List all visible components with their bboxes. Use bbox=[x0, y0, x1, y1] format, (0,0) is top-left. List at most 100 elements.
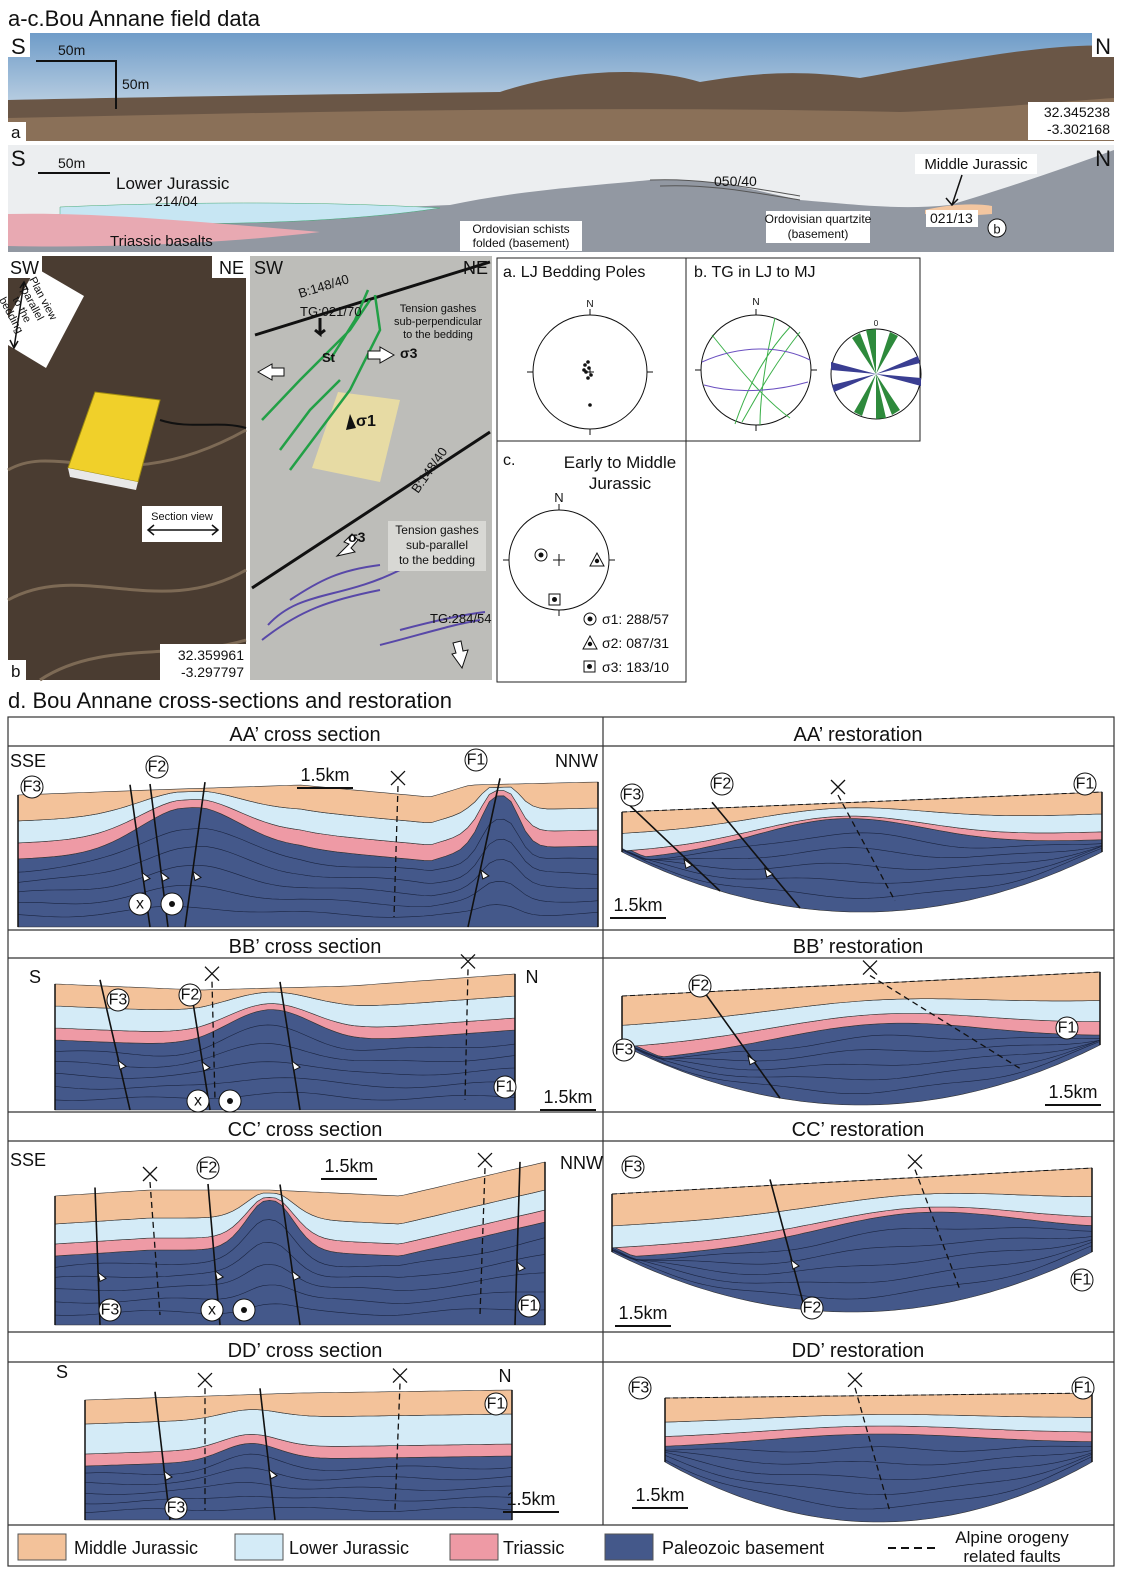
label: F3 bbox=[623, 787, 642, 804]
label: x bbox=[208, 1302, 216, 1319]
label: 50m bbox=[122, 76, 149, 92]
label: SW bbox=[10, 258, 39, 278]
label-line: Alpine orogeny bbox=[955, 1528, 1069, 1547]
legend-label: Lower Jurassic bbox=[289, 1538, 409, 1558]
panel-title: DD’ restoration bbox=[792, 1340, 925, 1362]
label-line: Tension gashes bbox=[400, 303, 477, 315]
label: F3 bbox=[167, 1500, 186, 1517]
label-line: Tension gashes bbox=[395, 523, 478, 537]
label-line: -3.302168 bbox=[1047, 121, 1110, 137]
label: S bbox=[11, 146, 26, 171]
label: St bbox=[322, 350, 336, 365]
label: Lower Jurassic bbox=[116, 174, 230, 193]
label: σ3 bbox=[348, 529, 366, 545]
label: F1 bbox=[1058, 1020, 1077, 1037]
label: F1 bbox=[467, 752, 486, 769]
label-line: Ordovisian schists bbox=[472, 222, 569, 236]
label: σ3: 183/10 bbox=[602, 659, 669, 675]
label-line: 32.345238 bbox=[1044, 104, 1110, 120]
fold-symbol bbox=[848, 1373, 862, 1387]
label: F3 bbox=[23, 779, 42, 796]
label: N bbox=[586, 299, 593, 310]
label: Section view bbox=[151, 511, 213, 523]
label: 1.5km bbox=[1048, 1082, 1097, 1102]
fold-symbol bbox=[391, 771, 405, 785]
stereonet bbox=[701, 315, 811, 425]
legend-label: Paleozoic basement bbox=[662, 1538, 824, 1558]
label: 1.5km bbox=[506, 1489, 555, 1509]
label: F2 bbox=[148, 759, 167, 776]
label: a bbox=[11, 123, 21, 142]
label: NNW bbox=[555, 751, 598, 771]
fold-symbol bbox=[198, 1373, 212, 1387]
label: Tension gashessub-perpendicularto the be… bbox=[394, 303, 482, 341]
label: Triassic basalts bbox=[110, 233, 213, 250]
fold-symbol bbox=[461, 954, 475, 968]
label-line: related faults bbox=[963, 1547, 1060, 1566]
label-line: Jurassic bbox=[589, 474, 652, 493]
label: N bbox=[499, 1366, 512, 1386]
label: F3 bbox=[615, 1042, 634, 1059]
label: N bbox=[526, 967, 539, 987]
label: SW bbox=[254, 258, 283, 278]
section-title: d. Bou Annane cross-sections and restora… bbox=[8, 688, 452, 713]
fold-symbol bbox=[393, 1369, 407, 1383]
label: NE bbox=[463, 258, 488, 278]
label: b bbox=[993, 222, 1000, 237]
label: F1 bbox=[1073, 1272, 1092, 1289]
fold-symbol bbox=[863, 961, 877, 975]
label: x bbox=[194, 1093, 202, 1110]
label: S bbox=[56, 1362, 68, 1382]
label: σ2: 087/31 bbox=[602, 635, 669, 651]
panel-title: AA’ cross section bbox=[229, 724, 380, 746]
label-line: sub-parallel bbox=[406, 538, 468, 552]
label: 1.5km bbox=[543, 1087, 592, 1107]
fold-symbol bbox=[478, 1153, 492, 1167]
label: S bbox=[29, 967, 41, 987]
label: F3 bbox=[101, 1302, 120, 1319]
label: 1.5km bbox=[300, 765, 349, 785]
stereonet-ticks bbox=[695, 309, 817, 431]
label: NE bbox=[219, 258, 244, 278]
label: 32.359961-3.297797 bbox=[178, 647, 244, 680]
label: 050/40 bbox=[714, 173, 757, 189]
label: x bbox=[136, 896, 144, 913]
stereonet-frame bbox=[497, 258, 686, 441]
label: 32.345238-3.302168 bbox=[1044, 104, 1110, 137]
label: F1 bbox=[520, 1298, 539, 1315]
label: TG:021/70 bbox=[300, 304, 361, 319]
label: σ1: 288/57 bbox=[602, 611, 669, 627]
label: SSE bbox=[10, 751, 46, 771]
label: Middle Jurassic bbox=[924, 156, 1028, 173]
label: 1.5km bbox=[635, 1485, 684, 1505]
panel-title: DD’ cross section bbox=[228, 1340, 383, 1362]
symbol-dot bbox=[169, 901, 175, 907]
label: 50m bbox=[58, 42, 85, 58]
label: F3 bbox=[624, 1159, 643, 1176]
label: N bbox=[1095, 146, 1111, 171]
label-line: folded (basement) bbox=[473, 236, 570, 250]
label: F1 bbox=[496, 1079, 515, 1096]
fold-symbol bbox=[205, 967, 219, 981]
stereonet-ticks bbox=[527, 309, 653, 435]
label: F2 bbox=[181, 987, 200, 1004]
label: NNW bbox=[560, 1153, 603, 1173]
label: F1 bbox=[1076, 776, 1095, 793]
label: S bbox=[11, 34, 26, 59]
label: c. bbox=[503, 452, 515, 469]
sections bbox=[18, 771, 1102, 1522]
label: SSE bbox=[10, 1150, 46, 1170]
label-line: 32.359961 bbox=[178, 647, 244, 663]
label: F2 bbox=[713, 776, 732, 793]
label: F1 bbox=[1074, 1380, 1093, 1397]
label: 1.5km bbox=[613, 895, 662, 915]
label-line: to the bedding bbox=[403, 329, 473, 341]
label: N bbox=[1095, 34, 1111, 59]
label: 50m bbox=[58, 155, 85, 171]
label-line: sub-perpendicular bbox=[394, 316, 482, 328]
panel-title: CC’ restoration bbox=[792, 1119, 925, 1141]
symbol-dot bbox=[227, 1098, 233, 1104]
